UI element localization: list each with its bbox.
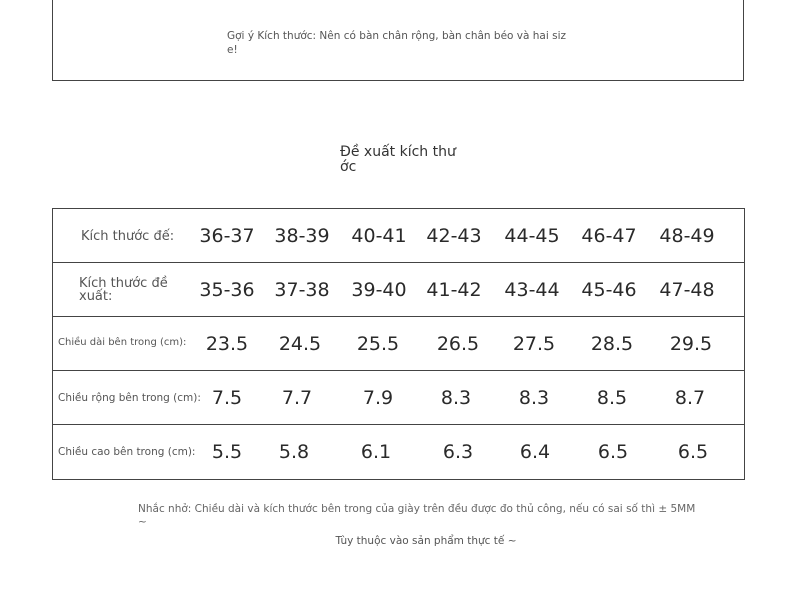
table-cell: 35-36	[199, 278, 255, 301]
table-cell: 25.5	[356, 332, 400, 355]
table-cell: 42-43	[426, 224, 482, 247]
table-cell: 47-48	[659, 278, 715, 301]
table-cell: 43-44	[504, 278, 560, 301]
product-note: Tùy thuộc vào sản phẩm thực tế ~	[335, 535, 517, 547]
row-label: Chiều dài bên trong (cm):	[58, 337, 187, 348]
row-label: Chiều rộng bên trong (cm):	[58, 392, 201, 404]
table-row: Chiều cao bên trong (cm): 5.5 5.8 6.1 6.…	[53, 425, 744, 479]
row-label: Chiều cao bên trong (cm):	[58, 446, 196, 458]
table-row: Kích thước đế: 36-37 38-39 40-41 42-43 4…	[53, 209, 744, 263]
table-cell: 46-47	[581, 224, 637, 247]
table-cell: 40-41	[351, 224, 407, 247]
size-table: Kích thước đế: 36-37 38-39 40-41 42-43 4…	[52, 208, 745, 480]
table-row: Kích thước đề xuất: 35-36 37-38 39-40 41…	[53, 263, 744, 317]
table-cell: 7.9	[362, 386, 394, 409]
section-title: Đề xuất kích thước	[340, 144, 456, 175]
table-row: Chiều dài bên trong (cm): 23.5 24.5 25.5…	[53, 317, 744, 371]
row-label: Kích thước đế:	[81, 229, 175, 244]
table-cell: 5.8	[278, 441, 310, 463]
table-cell: 8.7	[674, 386, 706, 409]
table-cell: 6.4	[519, 441, 551, 463]
table-cell: 6.3	[442, 441, 474, 463]
measurement-note: Nhắc nhở: Chiều dài và kích thước bên tr…	[138, 503, 696, 528]
row-label: Kích thước đề xuất:	[79, 276, 168, 304]
table-cell: 44-45	[504, 224, 560, 247]
table-cell: 29.5	[669, 332, 713, 355]
table-cell: 8.3	[440, 386, 472, 409]
table-cell: 5.5	[211, 441, 243, 463]
table-cell: 36-37	[199, 224, 255, 247]
table-cell: 28.5	[590, 332, 634, 355]
table-cell: 8.3	[518, 386, 550, 409]
table-cell: 6.5	[597, 441, 629, 463]
table-cell: 27.5	[512, 332, 556, 355]
table-cell: 38-39	[274, 224, 330, 247]
table-row: Chiều rộng bên trong (cm): 7.5 7.7 7.9 8…	[53, 371, 744, 425]
table-cell: 45-46	[581, 278, 637, 301]
hint-box: Gợi ý Kích thước: Nên có bàn chân rộng, …	[52, 0, 744, 81]
table-cell: 7.7	[281, 386, 313, 409]
table-cell: 48-49	[659, 224, 715, 247]
table-cell: 37-38	[274, 278, 330, 301]
table-cell: 23.5	[205, 332, 249, 355]
size-hint-text: Gợi ý Kích thước: Nên có bàn chân rộng, …	[227, 30, 567, 56]
table-cell: 8.5	[596, 386, 628, 409]
table-cell: 39-40	[351, 278, 407, 301]
table-cell: 6.1	[360, 441, 392, 463]
table-cell: 26.5	[436, 332, 480, 355]
table-cell: 7.5	[211, 386, 243, 409]
table-cell: 24.5	[278, 332, 322, 355]
table-cell: 41-42	[426, 278, 482, 301]
table-cell: 6.5	[677, 441, 709, 463]
